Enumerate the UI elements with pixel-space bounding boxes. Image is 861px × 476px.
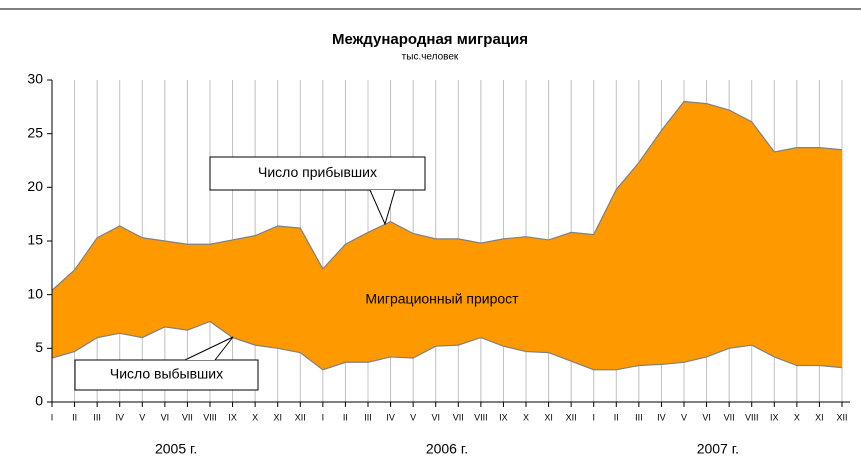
x-tick-label: XII bbox=[566, 412, 577, 422]
x-tick-label: VIII bbox=[203, 412, 217, 422]
x-tick-label: I bbox=[51, 412, 54, 422]
x-tick-label: VII bbox=[724, 412, 735, 422]
x-tick-label: VII bbox=[453, 412, 464, 422]
x-tick-label: VI bbox=[161, 412, 170, 422]
callout-pointer bbox=[369, 189, 396, 226]
x-tick-label: XII bbox=[295, 412, 306, 422]
year-label: 2007 г. bbox=[697, 441, 739, 457]
year-label: 2006 г. bbox=[426, 441, 468, 457]
x-tick-label: IX bbox=[770, 412, 779, 422]
series-line bbox=[51, 100, 843, 291]
x-tick-label: IV bbox=[657, 412, 666, 422]
x-tick-label: V bbox=[410, 412, 416, 422]
x-tick-label: VII bbox=[182, 412, 193, 422]
x-tick-label: I bbox=[322, 412, 325, 422]
x-tick-label: V bbox=[681, 412, 687, 422]
x-tick-label: II bbox=[614, 412, 619, 422]
y-tick-label: 20 bbox=[27, 178, 43, 194]
x-tick-label: IV bbox=[386, 412, 395, 422]
callout-label: Число прибывших bbox=[258, 164, 377, 180]
y-tick-label: 5 bbox=[35, 339, 43, 355]
chart-subtitle: тыс.человек bbox=[402, 52, 459, 63]
x-tick-label: VI bbox=[431, 412, 440, 422]
x-tick-label: X bbox=[794, 412, 800, 422]
area-fill bbox=[52, 101, 842, 370]
x-tick-label: I bbox=[592, 412, 595, 422]
x-tick-label: X bbox=[523, 412, 529, 422]
x-tick-label: IX bbox=[228, 412, 237, 422]
fill-label: Миграционный прирост bbox=[365, 291, 519, 307]
x-tick-label: III bbox=[364, 412, 372, 422]
x-tick-label: X bbox=[252, 412, 258, 422]
y-tick-label: 25 bbox=[27, 124, 43, 140]
callout-label: Число выбывших bbox=[110, 366, 223, 382]
x-tick-label: V bbox=[139, 412, 145, 422]
y-tick-label: 15 bbox=[27, 232, 43, 248]
year-label: 2005 г. bbox=[155, 441, 197, 457]
y-tick-label: 30 bbox=[27, 71, 43, 87]
x-tick-label: II bbox=[72, 412, 77, 422]
callout-pointer bbox=[184, 336, 234, 361]
y-tick-label: 0 bbox=[35, 393, 43, 409]
x-tick-label: III bbox=[93, 412, 101, 422]
x-tick-label: XI bbox=[273, 412, 282, 422]
x-tick-label: II bbox=[343, 412, 348, 422]
series-line bbox=[51, 320, 843, 371]
x-tick-label: IV bbox=[115, 412, 124, 422]
x-tick-label: XII bbox=[836, 412, 847, 422]
x-tick-label: VI bbox=[702, 412, 711, 422]
x-tick-label: VIII bbox=[474, 412, 488, 422]
y-tick-label: 10 bbox=[27, 285, 43, 301]
x-tick-label: XI bbox=[544, 412, 553, 422]
x-tick-label: IX bbox=[499, 412, 508, 422]
x-tick-label: III bbox=[635, 412, 643, 422]
callout-box bbox=[209, 156, 426, 191]
x-tick-label: VIII bbox=[745, 412, 759, 422]
chart-title: Международная миграция bbox=[332, 31, 528, 48]
x-tick-label: XI bbox=[815, 412, 824, 422]
